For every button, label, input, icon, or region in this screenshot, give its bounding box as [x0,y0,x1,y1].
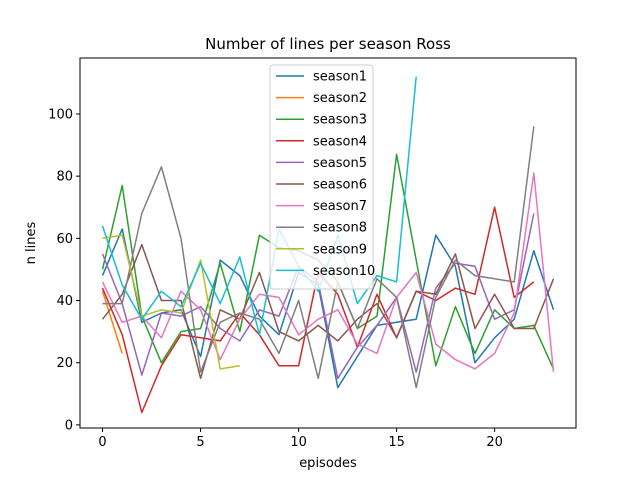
series-line-season7 [101,172,555,373]
legend-label-season10: season10 [313,264,375,279]
x-tick-label: 15 [388,435,405,450]
chart-title: Number of lines per season Ross [205,35,451,53]
legend-label-season2: season2 [313,91,367,106]
legend-box [269,64,374,290]
legend-label-season5: season5 [313,156,367,171]
y-axis-ticks: 0 20 40 60 80 100 [48,107,80,433]
x-tick-label: 20 [486,435,503,450]
legend-label-season8: season8 [313,221,367,236]
legend-label-season9: season9 [313,242,367,257]
y-tick-label: 80 [56,170,73,185]
x-tick-label: 5 [196,435,204,450]
x-tick-label: 10 [290,435,307,450]
series-line-season8 [102,126,535,389]
x-axis-label: episodes [299,456,357,471]
series-line-season9 [102,234,240,370]
y-tick-label: 20 [56,356,73,371]
series-line-season10 [101,76,417,336]
y-axis-label: n lines [24,221,39,264]
series-line-season2 [101,290,123,354]
legend-label-season3: season3 [313,113,367,128]
y-tick-label: 100 [48,107,73,122]
x-axis-ticks: 0 5 10 15 20 [98,428,503,450]
y-tick-label: 40 [56,294,73,309]
legend-label-season7: season7 [313,199,367,214]
x-tick-label: 0 [98,435,106,450]
legend-label-season1: season1 [313,70,367,85]
y-tick-label: 60 [56,232,73,247]
legend-label-season4: season4 [313,134,367,149]
series-line-season1 [101,228,555,389]
legend: season1 season2 season3 season4 season5 seaso… [269,64,375,290]
plot-frame [79,57,577,429]
y-tick-label: 0 [65,418,73,433]
legend-label-season6: season6 [313,178,367,193]
